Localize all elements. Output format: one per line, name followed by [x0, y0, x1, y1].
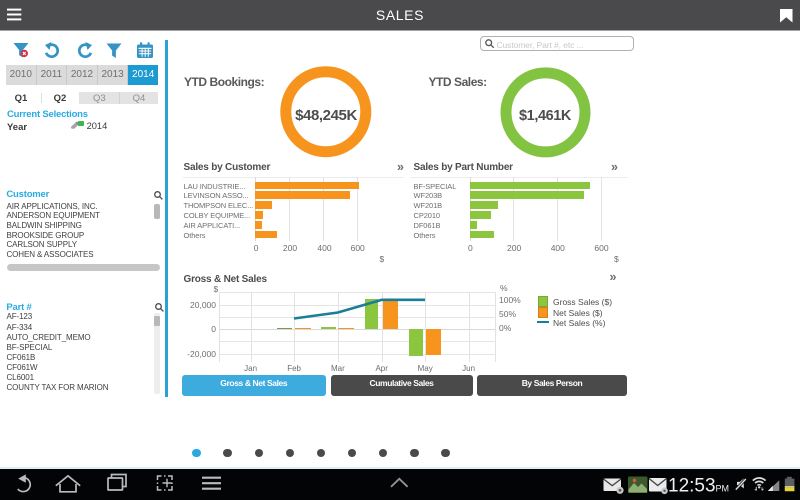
- svg-text:PM: PM: [716, 483, 730, 493]
- svg-text:12:53: 12:53: [668, 476, 716, 497]
